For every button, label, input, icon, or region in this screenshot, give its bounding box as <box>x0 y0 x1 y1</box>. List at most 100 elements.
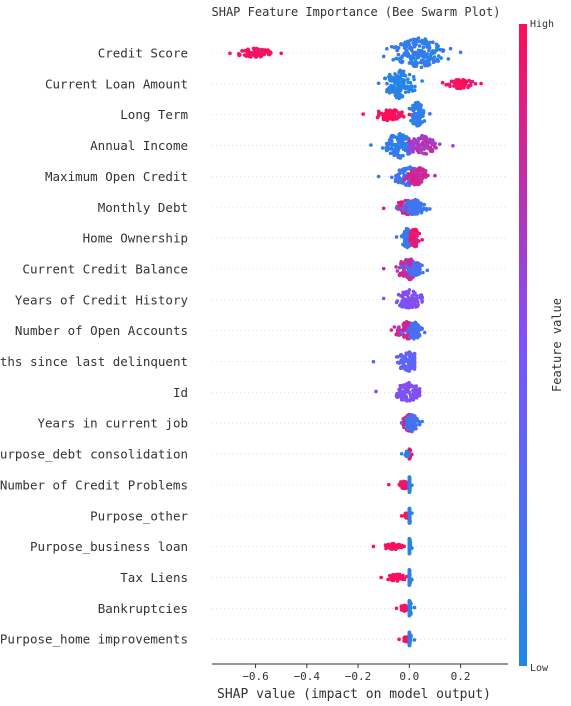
data-point <box>420 134 425 139</box>
data-point <box>407 447 412 451</box>
data-point <box>393 114 398 118</box>
data-point <box>395 299 400 303</box>
data-point <box>406 89 411 94</box>
data-point <box>378 112 383 116</box>
feature-label: Number of Credit Problems <box>0 477 188 492</box>
data-point <box>441 49 445 54</box>
data-point <box>404 515 408 520</box>
data-point <box>407 72 412 77</box>
data-point <box>406 87 411 92</box>
data-point <box>407 351 411 356</box>
data-point <box>394 174 399 179</box>
data-point <box>417 106 421 111</box>
data-point <box>408 232 413 237</box>
data-point <box>414 294 419 298</box>
data-point <box>412 181 417 186</box>
data-point <box>421 112 425 117</box>
data-point <box>398 271 403 276</box>
data-point <box>407 205 412 210</box>
data-point <box>396 391 401 396</box>
data-point <box>401 202 406 207</box>
data-point <box>387 72 392 77</box>
data-point <box>389 328 394 332</box>
data-point <box>400 78 405 83</box>
data-point <box>400 135 404 140</box>
data-point <box>263 51 267 55</box>
data-point <box>410 293 414 298</box>
data-point <box>409 107 413 111</box>
data-point <box>406 266 411 271</box>
data-point <box>383 76 388 81</box>
data-point <box>413 38 417 43</box>
data-point <box>403 270 408 275</box>
data-point <box>407 514 412 519</box>
data-point <box>419 103 423 108</box>
data-point <box>407 426 411 431</box>
data-point <box>468 83 472 88</box>
data-point <box>411 177 416 182</box>
data-point <box>388 573 392 578</box>
data-point <box>446 57 451 61</box>
data-point <box>416 302 420 307</box>
data-point <box>401 71 405 75</box>
data-point <box>398 545 403 549</box>
feature-label: Current Loan Amount <box>45 76 188 91</box>
data-point <box>412 421 417 426</box>
data-point <box>418 113 422 117</box>
data-point <box>408 84 412 89</box>
data-point <box>397 577 402 581</box>
data-point <box>411 398 416 402</box>
data-point <box>412 356 417 361</box>
data-point <box>398 88 403 93</box>
data-point <box>394 206 399 210</box>
data-point <box>419 150 424 155</box>
data-point <box>428 147 432 151</box>
data-point <box>399 41 403 46</box>
data-point <box>410 331 415 336</box>
data-point <box>410 169 415 174</box>
data-point <box>405 244 409 248</box>
data-point <box>384 108 389 112</box>
data-point <box>401 235 406 239</box>
data-point <box>404 48 409 52</box>
data-point <box>417 44 422 48</box>
data-point <box>411 121 415 125</box>
data-point <box>394 142 399 147</box>
data-point <box>398 68 403 73</box>
data-point <box>413 384 418 389</box>
data-point <box>421 54 425 58</box>
data-point <box>249 51 254 55</box>
data-point <box>390 175 394 180</box>
data-point <box>390 144 394 148</box>
data-point <box>395 136 400 140</box>
data-point <box>407 489 412 493</box>
data-point <box>399 265 404 269</box>
data-point <box>424 207 429 212</box>
data-point <box>416 388 420 393</box>
data-point <box>416 49 421 54</box>
data-point <box>396 573 400 577</box>
feature-label: Credit Score <box>98 46 188 61</box>
data-point <box>392 111 396 116</box>
data-point <box>416 261 421 266</box>
data-point <box>404 351 409 355</box>
data-point <box>428 112 432 116</box>
data-point <box>405 329 409 334</box>
data-point <box>396 292 401 297</box>
data-point <box>413 266 417 270</box>
data-point <box>407 630 412 635</box>
feature-label: Number of Open Accounts <box>15 323 188 338</box>
data-point <box>237 53 241 58</box>
data-point <box>402 322 407 327</box>
data-point <box>396 180 401 185</box>
data-point <box>412 335 416 340</box>
data-point <box>392 574 397 579</box>
data-point <box>393 108 397 112</box>
data-point <box>246 47 251 52</box>
data-point <box>413 102 418 107</box>
data-point <box>407 611 412 616</box>
data-point <box>412 365 417 370</box>
data-point <box>431 140 435 145</box>
data-point <box>394 355 399 359</box>
